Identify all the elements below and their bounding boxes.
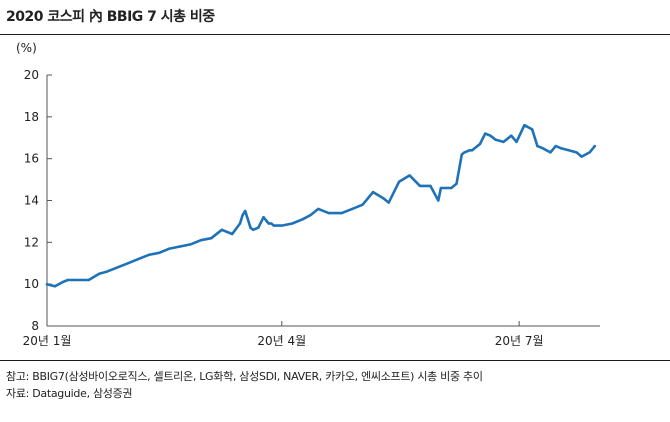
data-point [541, 147, 544, 150]
data-point [439, 186, 443, 190]
data-point [455, 182, 458, 185]
x-tick-label: 20년 1월 [23, 334, 72, 348]
data-point [53, 285, 56, 288]
data-point [251, 228, 255, 231]
data-point [168, 247, 171, 250]
series-layer [45, 123, 597, 288]
data-point [429, 184, 432, 188]
x-axis: 20년 1월 20년 4월 20년 7월 [23, 321, 600, 348]
y-tick-label: 18 [24, 110, 39, 124]
data-point [468, 149, 471, 152]
data-point [418, 184, 422, 188]
data-point [351, 207, 354, 211]
data-point [301, 218, 304, 221]
data-point [126, 262, 130, 265]
footnote: 참고: BBIG7(삼성바이오로직스, 셀트리온, LG화학, 삼성SDI, N… [6, 370, 483, 383]
chart-title: 2020 코스피 內 BBIG 7 시총 비중 [6, 9, 215, 25]
data-point [531, 128, 534, 131]
data-point [210, 237, 213, 240]
data-point [387, 201, 390, 204]
data-point [61, 280, 64, 284]
data-point [494, 138, 497, 141]
data-point [199, 239, 203, 242]
data-point [515, 140, 518, 144]
data-point [257, 226, 260, 229]
data-point [463, 151, 466, 154]
data-point [567, 149, 570, 152]
y-tick-label: 20 [24, 68, 39, 82]
data-point [554, 144, 557, 148]
bottom-divider [0, 360, 670, 361]
data-point [523, 124, 526, 127]
line-chart: (%) 8 10 12 14 16 18 20 20년 1월 20년 4월 20년 7월 [16, 41, 600, 348]
data-point [444, 186, 448, 190]
data-point [189, 243, 192, 246]
x-tick-label: 20년 7월 [495, 334, 544, 348]
data-point [437, 199, 440, 202]
data-point [244, 209, 247, 213]
y-axis-unit: (%) [16, 41, 37, 55]
data-point [478, 142, 482, 146]
y-tick-label: 8 [31, 319, 39, 333]
y-tick-label: 16 [24, 152, 39, 166]
data-point [340, 211, 343, 215]
data-point [408, 174, 411, 177]
data-point [66, 278, 70, 282]
y-tick-label: 14 [24, 194, 39, 208]
data-point [471, 149, 474, 152]
data-point [98, 272, 101, 275]
data-point [549, 151, 552, 154]
data-point [588, 151, 591, 154]
data-point [489, 134, 492, 137]
source-note: 자료: Dataguide, 삼성증권 [6, 387, 133, 400]
data-point [309, 213, 312, 217]
data-point [317, 207, 320, 211]
data-point [220, 228, 223, 231]
y-tick-label: 12 [24, 235, 39, 249]
data-point [79, 278, 83, 282]
data-point [116, 266, 119, 269]
data-point [382, 197, 385, 200]
y-tick-label: 10 [24, 277, 39, 291]
data-point [158, 251, 161, 254]
data-point [238, 222, 242, 225]
data-point [262, 216, 265, 219]
data-point [291, 222, 294, 225]
data-point [270, 222, 273, 225]
data-point [231, 232, 234, 236]
data-point [178, 245, 182, 248]
top-divider [0, 34, 670, 35]
y-axis: 8 10 12 14 16 18 20 [24, 68, 52, 333]
data-point [105, 270, 109, 273]
data-point [575, 151, 578, 154]
data-point [460, 153, 463, 156]
data-point [397, 180, 401, 183]
data-point [147, 253, 150, 257]
x-tick-label: 20년 4월 [257, 334, 306, 348]
data-point [249, 226, 252, 229]
data-point [137, 257, 140, 261]
data-point [593, 144, 596, 148]
data-point [580, 155, 583, 158]
data-point [272, 224, 276, 227]
data-point [510, 134, 513, 137]
data-point [280, 224, 283, 227]
data-point [536, 144, 539, 148]
data-point [241, 213, 244, 217]
data-point [371, 190, 375, 194]
data-point [71, 278, 75, 282]
data-point [87, 278, 90, 282]
series-line [45, 123, 597, 288]
data-point [484, 132, 487, 135]
data-point [361, 203, 364, 206]
data-point [559, 147, 563, 150]
data-point [327, 211, 330, 215]
data-point [45, 283, 49, 286]
data-point [450, 186, 453, 190]
data-point [267, 222, 270, 225]
data-point [502, 140, 505, 144]
